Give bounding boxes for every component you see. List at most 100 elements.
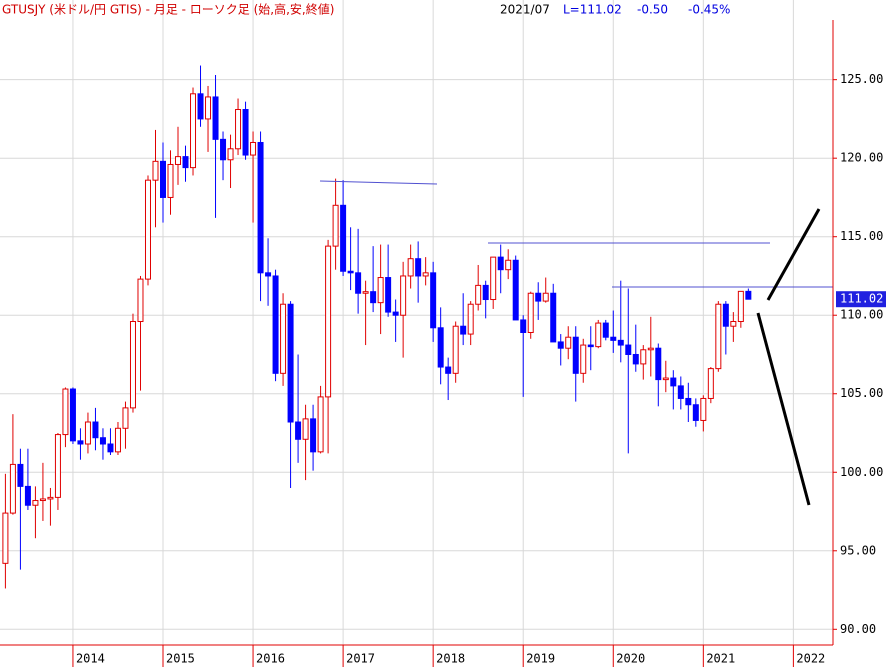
last-price-box (836, 291, 886, 308)
candle-body (175, 156, 182, 165)
candle-body (580, 344, 587, 374)
wedge-line (766, 208, 821, 301)
candle-body (662, 377, 669, 381)
candle-body (317, 396, 324, 453)
candle-body (17, 463, 24, 487)
candle-body (159, 160, 166, 198)
y-tick-label: 110.00 (840, 308, 883, 322)
candle-body (475, 284, 482, 305)
candle-body (129, 321, 136, 409)
candle-body (707, 368, 714, 399)
candle-body (377, 277, 384, 304)
y-tick-label: 120.00 (840, 151, 883, 165)
candle-body (257, 141, 264, 274)
candle-body (77, 440, 84, 445)
candle-body (287, 303, 294, 423)
candle-body (445, 366, 452, 374)
candle-body (542, 292, 549, 302)
candle-body (610, 336, 617, 341)
x-tick-label: 2021 (706, 652, 735, 666)
candle-body (190, 93, 197, 169)
y-tick-label: 115.00 (840, 229, 883, 243)
candle-body (595, 322, 602, 348)
candle-body (24, 485, 31, 506)
candle-body (340, 204, 347, 272)
candle-body (54, 434, 61, 498)
candle-body (272, 275, 279, 374)
candle-body (122, 407, 129, 429)
header-change-pct: -0.45% (688, 3, 730, 17)
y-tick-label: 90.00 (840, 622, 876, 636)
candle-body (32, 500, 39, 506)
axes: 90.00 95.00 100.00 105.00 110.00 115.00 120.00… (72, 72, 886, 667)
candle-body (325, 245, 332, 398)
y-tick-label: 95.00 (840, 543, 876, 557)
candle-body (527, 292, 534, 334)
candle-body (167, 163, 174, 198)
x-tick-label: 2018 (436, 652, 465, 666)
candle-body (302, 418, 309, 440)
candle-body (265, 272, 272, 277)
candle-body (280, 303, 287, 374)
candle-body (2, 512, 9, 564)
trend-line (319, 180, 438, 185)
candle-body (565, 336, 572, 349)
chart-title: GTUSJY (米ドル/円 GTIS) - 月足 - ローソク足 (始,高,安,… (2, 2, 334, 17)
candle-body (730, 321, 737, 327)
candle-body (415, 258, 422, 277)
candle-body (587, 344, 594, 348)
candle-body (655, 347, 662, 381)
candle-body (220, 138, 227, 161)
candle-body (572, 336, 579, 374)
candle-body (452, 325, 459, 374)
candle-body (602, 322, 609, 338)
candle-body (250, 141, 257, 156)
candle-body (182, 156, 189, 169)
candle-body (84, 421, 91, 445)
y-tick-label: 100.00 (840, 465, 883, 479)
candle-body (437, 327, 444, 368)
candle-body (355, 272, 362, 294)
candle-body (632, 353, 639, 365)
candle-body (99, 437, 106, 445)
x-tick-label: 2019 (526, 652, 555, 666)
candle-body (144, 179, 151, 280)
candle-body (430, 272, 437, 329)
candle-body (332, 204, 339, 247)
wedge-line (756, 312, 811, 506)
candle-body (152, 160, 159, 181)
candle-body (512, 259, 519, 321)
candle-body (677, 385, 684, 399)
candle-body (212, 96, 219, 140)
candle-body (407, 258, 414, 277)
candle-body (114, 427, 121, 453)
header-change: -0.50 (637, 3, 668, 17)
header-last: L=111.02 (563, 3, 622, 17)
candle-body (617, 339, 624, 346)
candle-body (242, 109, 249, 156)
candle-body (422, 272, 429, 277)
candle-body (47, 496, 54, 500)
candle-body (490, 256, 497, 301)
candle-body (745, 290, 752, 300)
x-tick-label: 2020 (616, 652, 645, 666)
candle-body (505, 259, 512, 271)
candle-body (520, 319, 527, 334)
last-price-label: 111.02 (840, 292, 883, 306)
candle-body (235, 109, 242, 150)
candle-body (715, 303, 722, 370)
candle-body (482, 284, 489, 301)
candle-body (69, 388, 76, 442)
candle-body (535, 292, 542, 302)
candle-body (137, 278, 144, 323)
candle-body (557, 341, 564, 349)
candle-body (62, 388, 69, 436)
x-tick-label: 2014 (76, 652, 105, 666)
candle-body (392, 311, 399, 316)
candle-body (467, 303, 474, 335)
candle-body (625, 344, 632, 355)
candle-body (347, 270, 354, 274)
candle-body (737, 290, 744, 323)
candle-body (92, 421, 99, 439)
